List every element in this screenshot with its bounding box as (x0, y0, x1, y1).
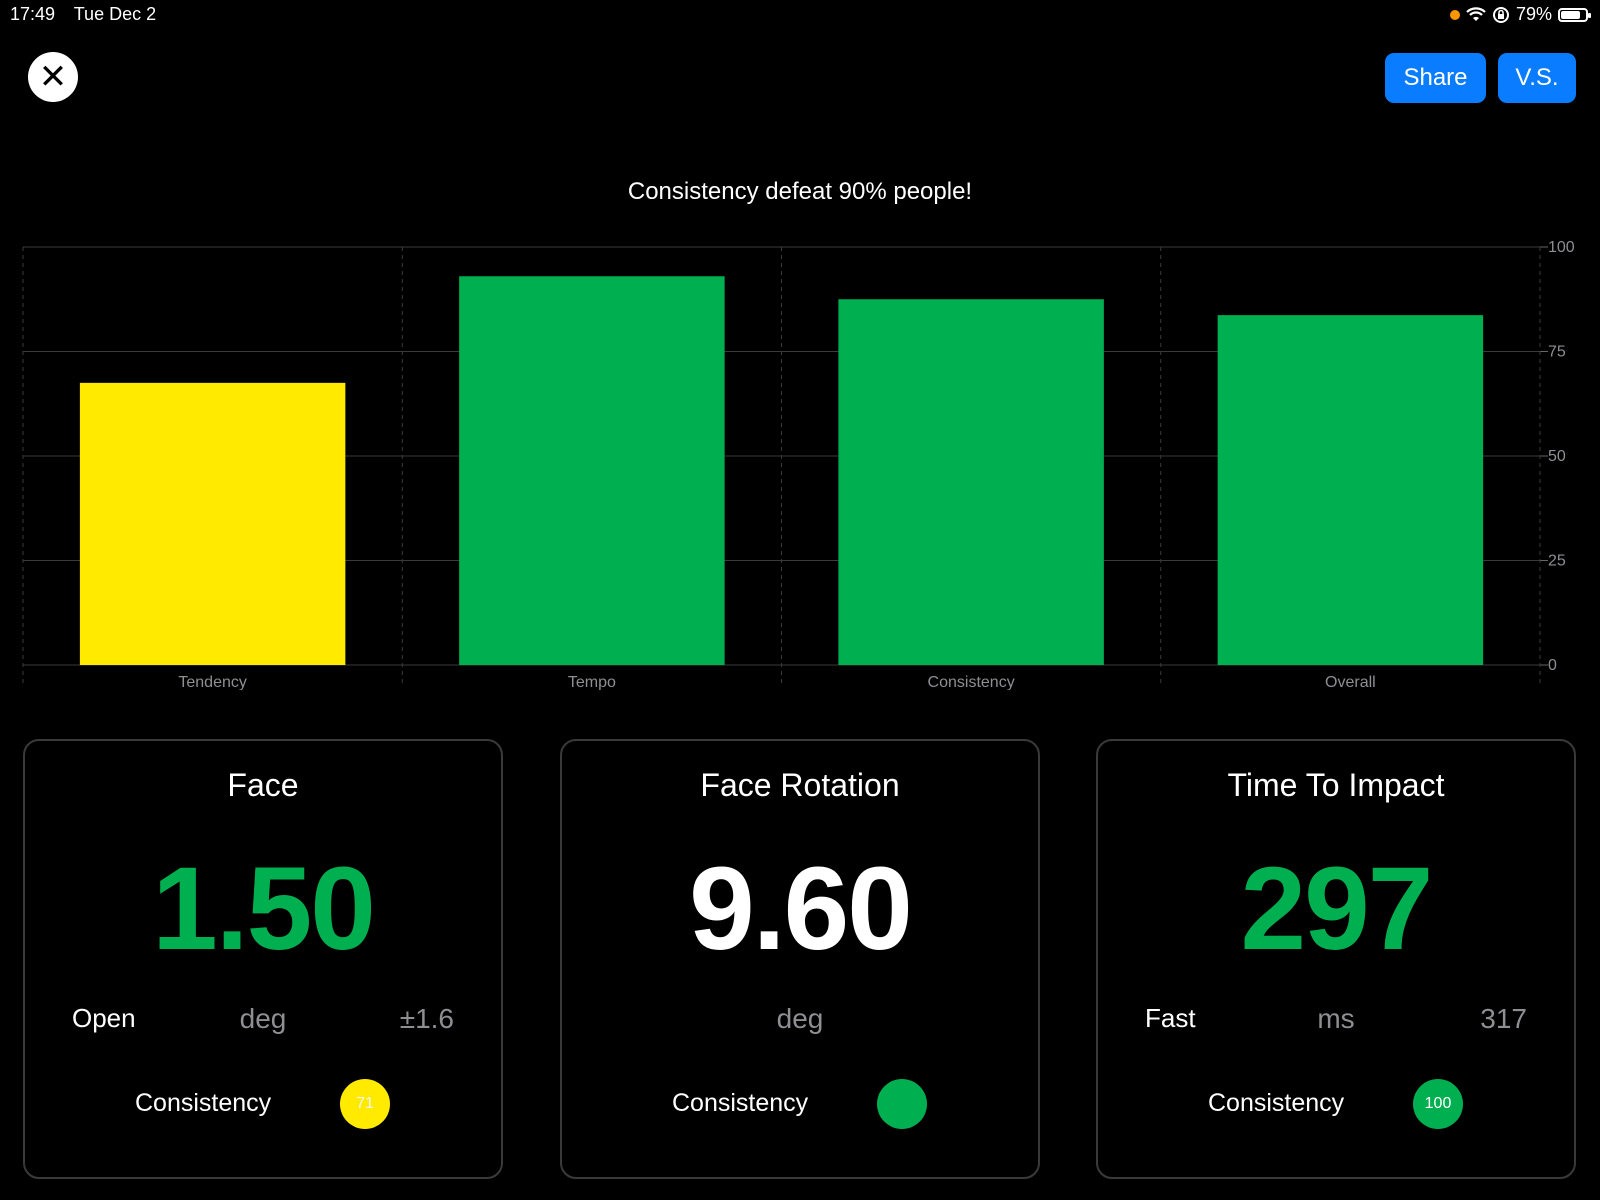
face-card: Face 1.50 deg Open ±1.6 Consistency 71 (23, 739, 503, 1179)
time-to-impact-card: Time To Impact 297 ms Fast 317 Consisten… (1096, 739, 1576, 1179)
card-detail-row: ms Fast 317 (1098, 1003, 1574, 1043)
recording-indicator-icon (1449, 9, 1460, 20)
card-right-label: ±1.6 (399, 1003, 454, 1034)
x-tick-label: Consistency (928, 674, 1015, 690)
bar-tendency (79, 382, 346, 665)
card-title: Face (227, 767, 299, 803)
share-button[interactable]: Share (1385, 53, 1486, 103)
card-unit: deg (776, 1003, 824, 1034)
x-tick-label: Tendency (178, 674, 247, 690)
battery-icon (1558, 7, 1591, 22)
wifi-icon (1466, 6, 1486, 21)
card-value: 297 (1240, 843, 1434, 975)
y-tick-label: 50 (1548, 448, 1566, 465)
close-button[interactable]: ✕ (28, 52, 78, 102)
face-rotation-card: Face Rotation 9.60 deg Consistency (560, 739, 1040, 1179)
consistency-label: Consistency (135, 1089, 272, 1117)
status-time: 17:49 (10, 4, 56, 24)
consistency-row: Consistency 100 (1098, 1079, 1574, 1131)
card-unit: ms (1317, 1003, 1355, 1034)
y-tick-label: 100 (1548, 239, 1575, 256)
consistency-badge (877, 1079, 927, 1129)
card-unit: deg (239, 1003, 287, 1034)
card-value: 9.60 (689, 843, 913, 975)
consistency-badge: 100 (1413, 1079, 1463, 1129)
close-icon: ✕ (38, 58, 68, 96)
consistency-badge: 71 (340, 1079, 390, 1129)
y-tick-label: 0 (1548, 657, 1557, 674)
consistency-row: Consistency 71 (25, 1079, 501, 1131)
card-left-label: Open (72, 1003, 136, 1033)
card-detail-row: deg Open ±1.6 (25, 1003, 501, 1043)
card-value: 1.50 (152, 843, 376, 975)
consistency-row: Consistency (562, 1079, 1038, 1131)
chart-title: Consistency defeat 90% people! (627, 178, 973, 205)
card-right-label: 317 (1480, 1003, 1527, 1034)
bar-tempo (459, 276, 725, 665)
card-title: Face Rotation (700, 767, 900, 803)
status-date: Tue Dec 2 (73, 4, 157, 24)
y-tick-label: 75 (1548, 344, 1566, 361)
rotation-lock-icon (1492, 6, 1509, 23)
status-left: 17:49 Tue Dec 2 (10, 4, 170, 25)
x-tick-label: Tempo (568, 674, 616, 690)
battery-percent: 79% (1515, 4, 1552, 24)
bar-overall (1217, 315, 1484, 665)
consistency-label: Consistency (672, 1089, 809, 1117)
card-detail-row: deg (562, 1003, 1038, 1043)
vs-button[interactable]: V.S. (1498, 53, 1576, 103)
status-bar: 17:49 Tue Dec 2 79% (0, 0, 1600, 30)
bar-chart: 0 25 50 75 100 Tendency Tempo Consistency Overal… (22, 239, 1575, 690)
consistency-label: Consistency (1208, 1089, 1345, 1117)
card-title: Time To Impact (1227, 767, 1445, 803)
status-right: 79% (1449, 4, 1591, 25)
bar-consistency (838, 299, 1104, 665)
y-tick-label: 25 (1548, 553, 1566, 570)
card-left-label: Fast (1145, 1003, 1196, 1033)
x-tick-label: Overall (1325, 674, 1376, 690)
